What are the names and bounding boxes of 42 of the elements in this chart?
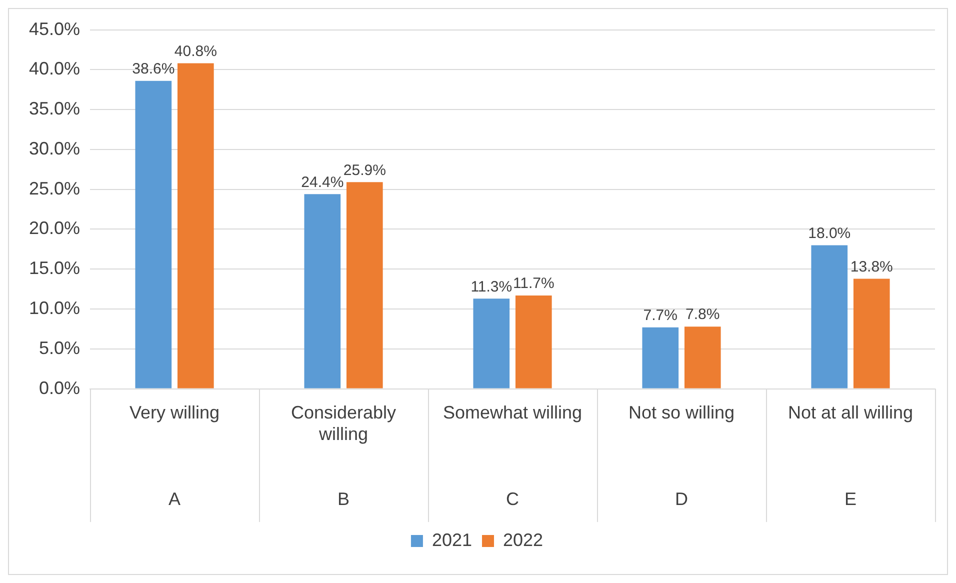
y-tick-label: 15.0% [28,258,80,278]
y-tick-label: 45.0% [28,18,80,39]
text: C [506,488,520,509]
x-tick-label: Somewhat willing [442,402,582,423]
bar [346,182,383,388]
y-tick-label: 30.0% [28,138,80,158]
data-label: 40.8% [174,42,217,60]
y-tick-label: 40.0% [28,58,80,79]
bar [177,63,214,388]
data-label: 24.4% [301,174,344,191]
legend-label: 2021 [432,530,472,550]
bar [853,278,890,388]
y-tick-label: 5.0% [39,338,80,358]
data-label: 38.6% [132,60,175,78]
data-label: 13.8% [850,258,893,276]
bar [473,298,510,388]
bar [811,245,848,388]
bar [515,295,552,388]
y-tick-label: 0.0% [39,378,80,398]
bar [304,194,341,388]
y-tick-label: 35.0% [28,98,80,119]
x-tick-label: Very willing [130,402,220,423]
data-label: 18.0% [808,224,851,242]
x-tick-label: Not at all willing [788,402,914,423]
bar [642,327,679,388]
data-label: 7.7% [643,307,678,324]
data-label: 25.9% [343,162,386,179]
data-label: 11.3% [470,278,512,296]
y-tick-label: 25.0% [28,178,80,198]
bar [135,80,172,388]
bar [684,326,721,388]
x-tick-label: Considerably willing [290,402,396,444]
y-tick-label: 10.0% [28,298,80,318]
data-label: 7.8% [686,306,720,324]
text: E [844,488,857,509]
x-tick-label: Not so willing [628,402,735,423]
y-tick-label: 20.0% [28,218,80,238]
data-label: 11.7% [512,275,554,292]
legend-label: 2022 [503,530,544,550]
text: A [168,488,181,509]
text: D [675,488,688,509]
text: B [338,488,350,509]
